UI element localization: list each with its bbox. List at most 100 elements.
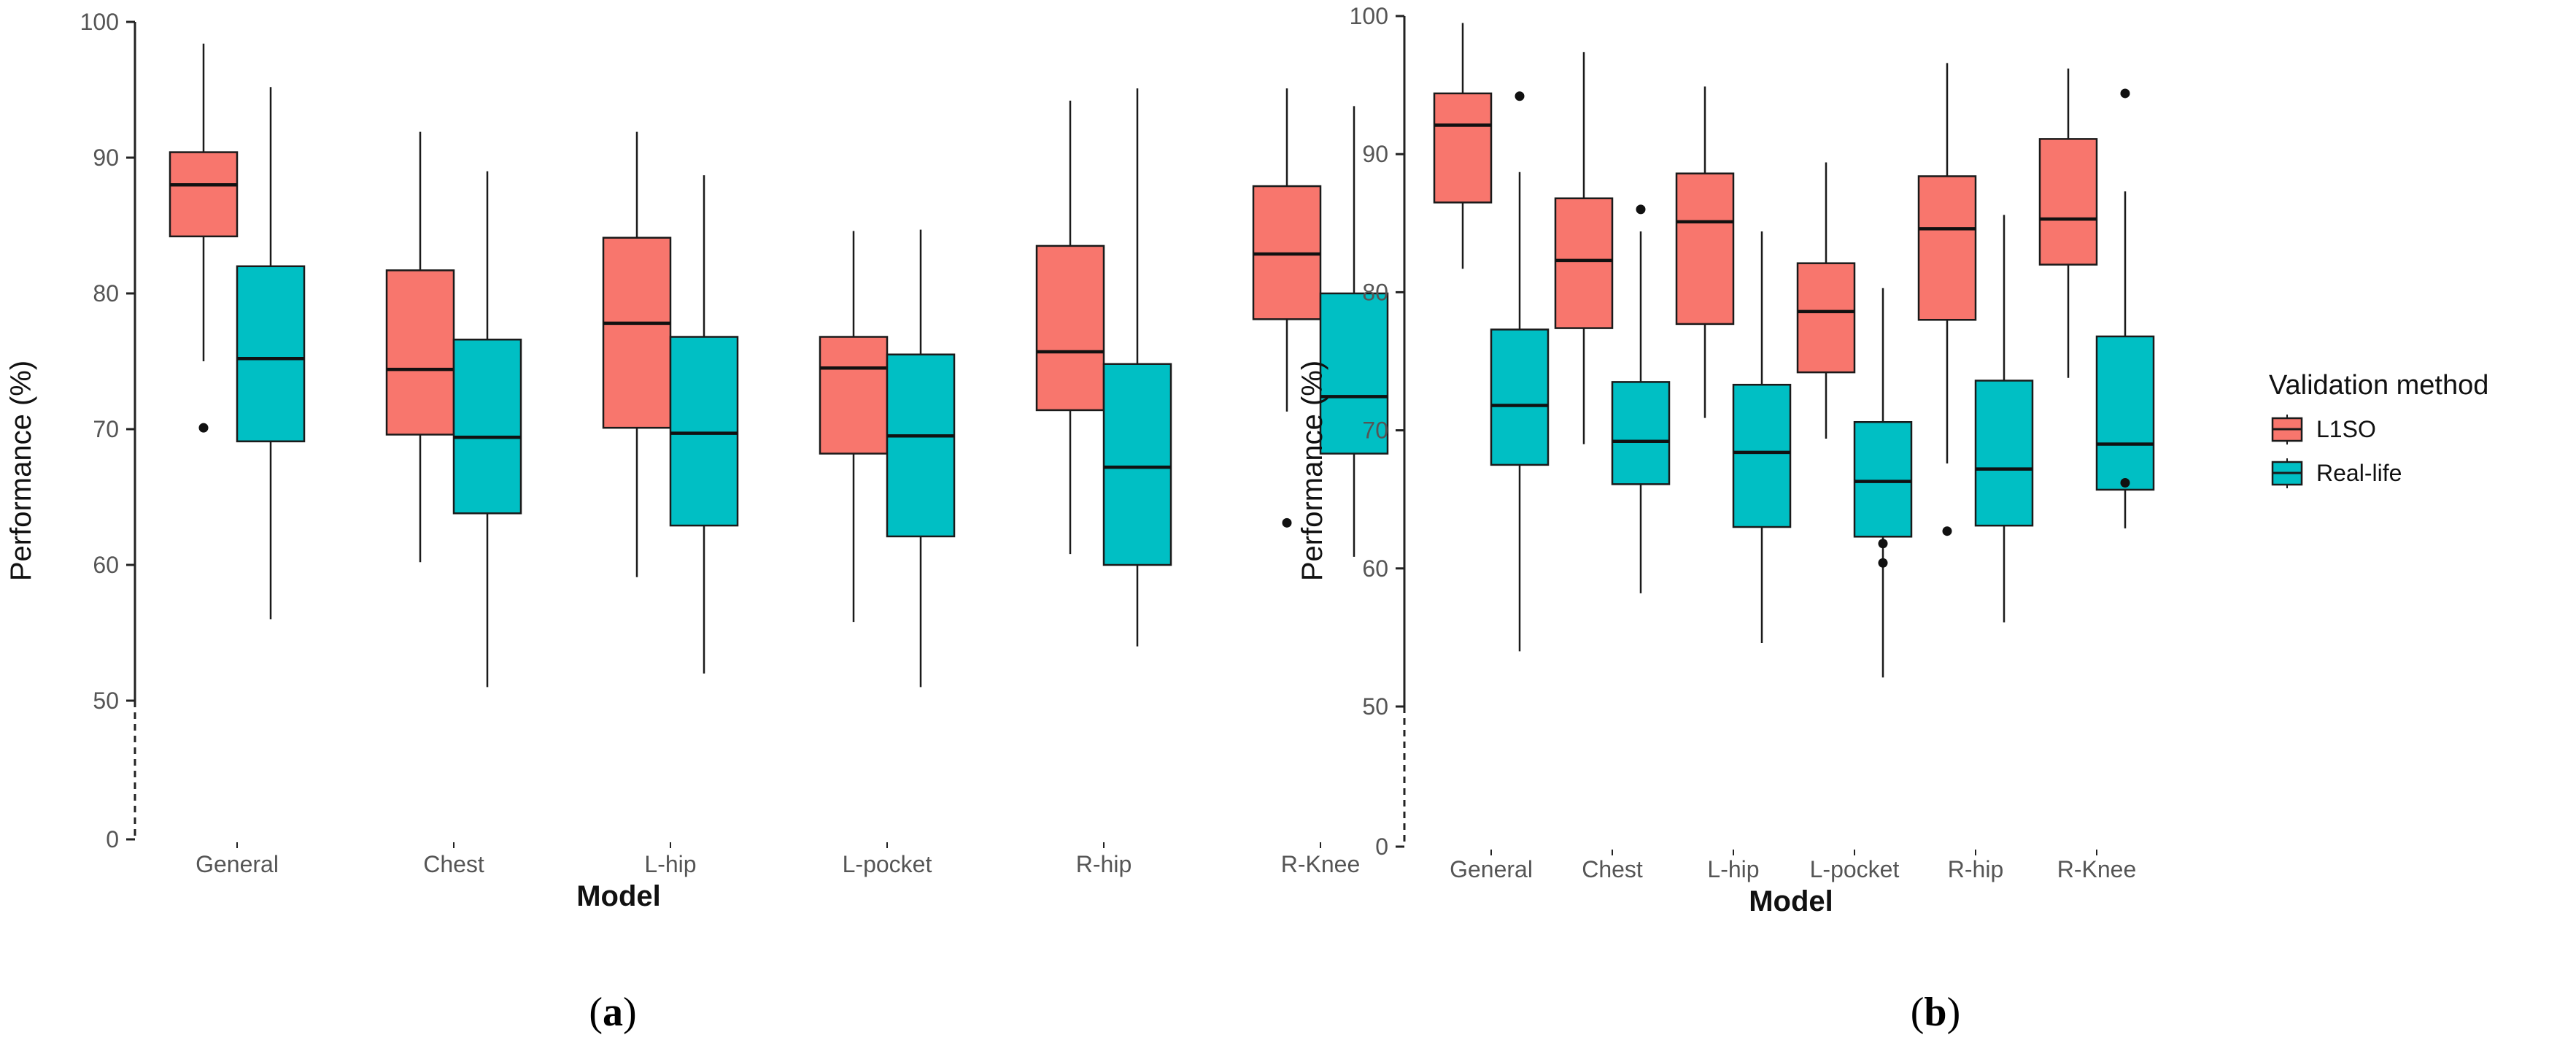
y-tick-label: 50 (1362, 693, 1388, 720)
x-category-label: General (1450, 856, 1533, 882)
box-real-life-r-hip (1974, 215, 2034, 623)
outlier-point (1515, 91, 1525, 101)
x-axis-title-a: Model (576, 880, 661, 912)
y-tick-label: 0 (106, 826, 119, 852)
box-l1so-chest (385, 131, 455, 563)
box-real-life-r-knee (2095, 88, 2155, 528)
legend-label-real-life: Real-life (2316, 460, 2402, 486)
panel-caption-a: (a) (589, 990, 636, 1035)
box-iqr (1554, 197, 1614, 329)
y-tick-label: 70 (1362, 417, 1388, 444)
box-real-life-r-knee (1319, 106, 1389, 557)
x-category-label: Chest (1582, 856, 1643, 882)
y-axis-ticks-b: 0 50 60 70 80 90 100 (1350, 3, 1404, 860)
x-category-label: L-pocket (843, 851, 932, 877)
box-iqr (2095, 335, 2155, 491)
y-tick-label: 100 (80, 9, 119, 35)
box-l1so-r-hip (1917, 63, 1977, 536)
panel-caption-b: (b) (1911, 990, 1960, 1035)
panel-a: Performance (%) 0 50 60 70 80 90 100 General Ch… (5, 9, 1389, 1035)
box-real-life-l-hip (669, 175, 739, 674)
box-l1so-l-pocket (819, 231, 889, 623)
outlier-point (1878, 558, 1888, 568)
box-real-life-chest (1611, 204, 1671, 593)
box-iqr (1675, 172, 1735, 326)
x-category-label: L-hip (644, 851, 696, 877)
box-iqr (1611, 381, 1671, 485)
box-iqr (1796, 262, 1856, 374)
box-iqr (1035, 245, 1105, 412)
box-iqr (602, 236, 672, 429)
box-iqr (1490, 328, 1550, 466)
box-real-life-chest (452, 171, 522, 688)
legend-label-l1so: L1SO (2316, 416, 2376, 442)
y-tick-label: 70 (93, 416, 119, 442)
box-iqr (169, 151, 239, 238)
box-iqr (669, 336, 739, 527)
box-iqr (1974, 380, 2034, 527)
box-iqr (1319, 292, 1389, 455)
y-tick-label: 80 (93, 280, 119, 307)
box-real-life-r-hip (1102, 88, 1172, 647)
legend-title: Validation method (2269, 370, 2488, 401)
box-l1so-general (1433, 23, 1493, 269)
outlier-point (1942, 526, 1952, 536)
box-iqr (1853, 420, 1913, 538)
y-tick-label: 0 (1375, 834, 1388, 860)
x-axis-categories-b: General Chest L-hip L-pocket R-hip R-Knee (1450, 850, 2136, 882)
y-tick-label: 50 (93, 688, 119, 714)
box-l1so-l-pocket (1796, 162, 1856, 439)
x-category-label: R-Knee (1281, 851, 1361, 877)
box-iqr (886, 353, 956, 538)
x-axis-categories-a: General Chest L-hip L-pocket R-hip R-Knee (196, 842, 1360, 877)
box-iqr (1732, 383, 1792, 528)
box-real-life-l-pocket (886, 229, 956, 688)
box-real-life-l-hip (1732, 231, 1792, 643)
x-category-label: Chest (423, 851, 484, 877)
box-l1so-r-hip (1035, 100, 1105, 555)
y-tick-label: 90 (93, 145, 119, 171)
box-iqr (1917, 175, 1977, 321)
x-category-label: R-hip (1076, 851, 1132, 877)
y-axis-title-b: Performance (%) (1296, 361, 1328, 581)
panel-b: Performance (%) 0 50 60 70 80 90 100 General Ch… (1296, 3, 2155, 1035)
box-l1so-chest (1554, 52, 1614, 444)
x-category-label: R-hip (1948, 856, 2003, 882)
legend-item-l1so: L1SO (2271, 415, 2376, 444)
box-iqr (385, 269, 455, 436)
box-l1so-r-knee (1252, 88, 1322, 528)
outlier-point (2120, 477, 2130, 488)
y-tick-label: 60 (93, 552, 119, 578)
y-tick-label: 80 (1362, 279, 1388, 305)
box-iqr (2038, 138, 2098, 266)
boxplot-marks-b (1433, 23, 2155, 678)
x-category-label: R-Knee (2057, 856, 2137, 882)
box-real-life-general (1490, 91, 1550, 652)
box-iqr (1433, 92, 1493, 204)
box-real-life-general (236, 87, 306, 620)
x-category-label: L-pocket (1810, 856, 1900, 882)
box-l1so-l-hip (1675, 86, 1735, 418)
box-iqr (819, 336, 889, 455)
legend-item-real-life: Real-life (2271, 458, 2402, 488)
y-tick-label: 90 (1362, 141, 1388, 167)
outlier-point (2120, 88, 2130, 99)
legend: Validation method L1SO Real-life (2269, 370, 2488, 488)
outlier-point (1878, 539, 1888, 549)
x-category-label: L-hip (1707, 856, 1759, 882)
x-axis-title-b: Model (1749, 885, 1833, 917)
boxplot-marks-a (169, 43, 1389, 688)
outlier-point (198, 423, 209, 433)
y-axis-ticks-a: 0 50 60 70 80 90 100 (80, 9, 135, 852)
box-l1so-r-knee (2038, 68, 2098, 378)
box-iqr (1102, 363, 1172, 566)
y-tick-label: 100 (1350, 3, 1388, 29)
box-iqr (236, 265, 306, 442)
box-real-life-l-pocket (1853, 288, 1913, 678)
x-category-label: General (196, 851, 279, 877)
box-l1so-l-hip (602, 131, 672, 577)
box-l1so-general (169, 43, 239, 433)
outlier-point (1282, 517, 1292, 528)
y-axis-title-a: Performance (%) (5, 361, 37, 581)
